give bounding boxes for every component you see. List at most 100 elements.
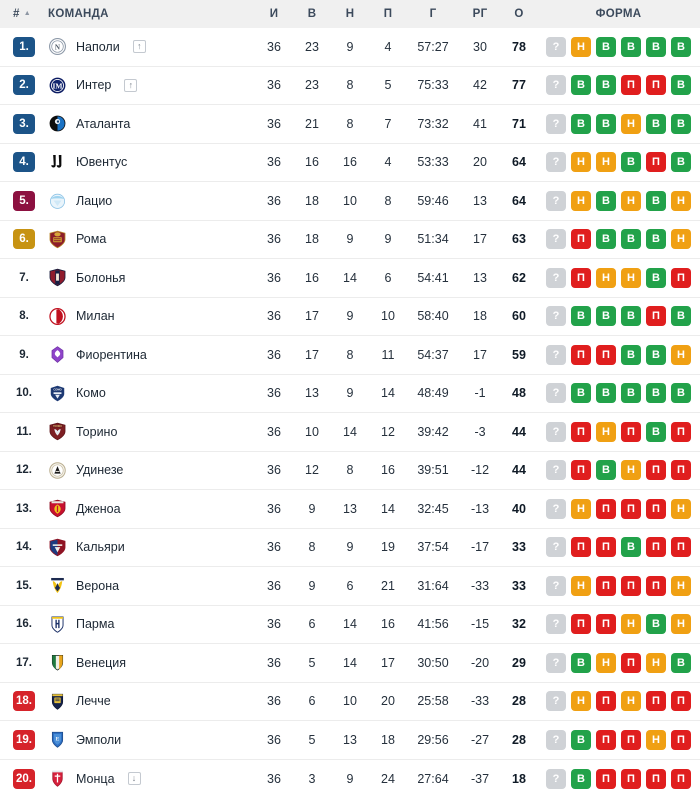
- form-draw[interactable]: Н: [646, 653, 666, 673]
- form-win[interactable]: В: [571, 653, 591, 673]
- form-win[interactable]: В: [646, 229, 666, 249]
- form-draw[interactable]: Н: [621, 460, 641, 480]
- form-draw[interactable]: Н: [671, 345, 691, 365]
- team-cell[interactable]: Ювентус: [48, 153, 255, 172]
- team-cell[interactable]: Верона: [48, 576, 255, 595]
- form-win[interactable]: В: [571, 730, 591, 750]
- form-loss[interactable]: П: [571, 614, 591, 634]
- column-header-points[interactable]: О: [501, 8, 537, 20]
- form-draw[interactable]: Н: [621, 114, 641, 134]
- form-loss[interactable]: П: [571, 229, 591, 249]
- column-header-played[interactable]: И: [255, 8, 293, 20]
- column-header-goal-difference[interactable]: РГ: [459, 8, 501, 20]
- form-loss[interactable]: П: [596, 691, 616, 711]
- form-loss[interactable]: П: [671, 422, 691, 442]
- team-cell[interactable]: Лечче: [48, 692, 255, 711]
- form-draw[interactable]: Н: [571, 576, 591, 596]
- team-cell[interactable]: Парма: [48, 615, 255, 634]
- form-loss[interactable]: П: [596, 730, 616, 750]
- form-win[interactable]: В: [671, 383, 691, 403]
- form-unknown[interactable]: ?: [546, 229, 566, 249]
- form-draw[interactable]: Н: [571, 499, 591, 519]
- form-unknown[interactable]: ?: [546, 345, 566, 365]
- form-draw[interactable]: Н: [621, 614, 641, 634]
- form-loss[interactable]: П: [671, 769, 691, 789]
- form-win[interactable]: В: [621, 37, 641, 57]
- form-draw[interactable]: Н: [571, 37, 591, 57]
- form-win[interactable]: В: [571, 306, 591, 326]
- form-win[interactable]: В: [646, 37, 666, 57]
- form-win[interactable]: В: [646, 422, 666, 442]
- form-loss[interactable]: П: [596, 345, 616, 365]
- form-win[interactable]: В: [646, 191, 666, 211]
- form-win[interactable]: В: [571, 383, 591, 403]
- column-header-lost[interactable]: П: [369, 8, 407, 20]
- form-unknown[interactable]: ?: [546, 75, 566, 95]
- form-unknown[interactable]: ?: [546, 576, 566, 596]
- form-win[interactable]: В: [646, 345, 666, 365]
- form-unknown[interactable]: ?: [546, 191, 566, 211]
- form-draw[interactable]: Н: [596, 268, 616, 288]
- team-cell[interactable]: Милан: [48, 307, 255, 326]
- form-loss[interactable]: П: [646, 460, 666, 480]
- form-loss[interactable]: П: [621, 422, 641, 442]
- form-draw[interactable]: Н: [596, 653, 616, 673]
- form-draw[interactable]: Н: [671, 191, 691, 211]
- form-draw[interactable]: Н: [571, 691, 591, 711]
- form-win[interactable]: В: [646, 383, 666, 403]
- form-loss[interactable]: П: [621, 576, 641, 596]
- form-win[interactable]: В: [621, 306, 641, 326]
- form-loss[interactable]: П: [621, 499, 641, 519]
- team-cell[interactable]: Кальяри: [48, 538, 255, 557]
- form-draw[interactable]: Н: [621, 191, 641, 211]
- form-loss[interactable]: П: [646, 306, 666, 326]
- form-win[interactable]: В: [596, 114, 616, 134]
- form-loss[interactable]: П: [646, 691, 666, 711]
- form-win[interactable]: В: [621, 152, 641, 172]
- form-win[interactable]: В: [571, 769, 591, 789]
- form-loss[interactable]: П: [671, 268, 691, 288]
- team-cell[interactable]: Рома: [48, 230, 255, 249]
- form-loss[interactable]: П: [596, 499, 616, 519]
- form-draw[interactable]: Н: [671, 229, 691, 249]
- form-draw[interactable]: Н: [671, 614, 691, 634]
- form-win[interactable]: В: [621, 383, 641, 403]
- form-win[interactable]: В: [646, 114, 666, 134]
- form-draw[interactable]: Н: [646, 730, 666, 750]
- form-draw[interactable]: Н: [596, 152, 616, 172]
- form-win[interactable]: В: [671, 37, 691, 57]
- form-win[interactable]: В: [671, 653, 691, 673]
- form-unknown[interactable]: ?: [546, 383, 566, 403]
- form-loss[interactable]: П: [621, 730, 641, 750]
- form-loss[interactable]: П: [571, 422, 591, 442]
- form-unknown[interactable]: ?: [546, 499, 566, 519]
- team-cell[interactable]: Фиорентина: [48, 345, 255, 364]
- form-win[interactable]: В: [596, 383, 616, 403]
- form-win[interactable]: В: [596, 460, 616, 480]
- form-loss[interactable]: П: [671, 537, 691, 557]
- form-unknown[interactable]: ?: [546, 769, 566, 789]
- form-loss[interactable]: П: [621, 653, 641, 673]
- form-loss[interactable]: П: [596, 769, 616, 789]
- form-unknown[interactable]: ?: [546, 422, 566, 442]
- column-header-drawn[interactable]: Н: [331, 8, 369, 20]
- team-cell[interactable]: Венеция: [48, 653, 255, 672]
- form-win[interactable]: В: [646, 614, 666, 634]
- team-cell[interactable]: Дженоа: [48, 499, 255, 518]
